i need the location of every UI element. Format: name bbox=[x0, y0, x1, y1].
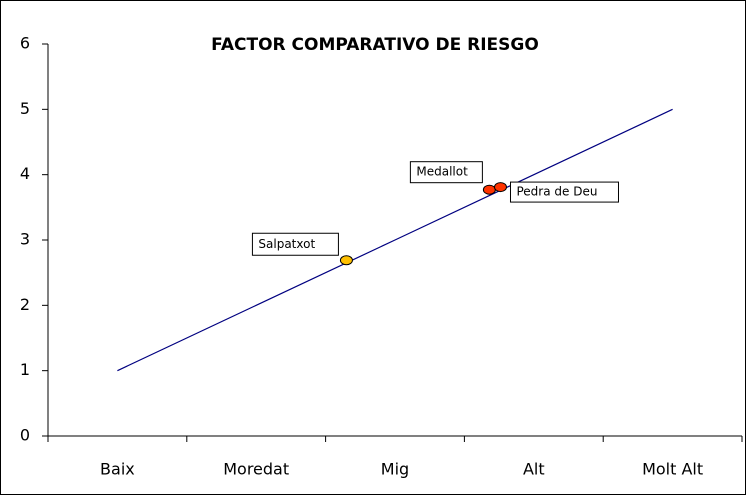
x-tick-label: Alt bbox=[523, 460, 545, 479]
label-box bbox=[251, 232, 339, 256]
label-box bbox=[409, 161, 483, 184]
x-tick-label: Baix bbox=[100, 460, 135, 479]
point-label: Salpatxot bbox=[258, 237, 315, 251]
y-tick-label: 5 bbox=[20, 99, 30, 118]
x-tick-label: Moredat bbox=[223, 460, 289, 479]
y-tick-label: 4 bbox=[20, 164, 30, 183]
point bbox=[482, 184, 496, 195]
chart-title: FACTOR COMPARATIVO DE RIESGO bbox=[211, 35, 539, 55]
point bbox=[339, 255, 353, 266]
x-tick-label: Mig bbox=[381, 460, 409, 479]
line-series bbox=[117, 108, 673, 372]
point bbox=[493, 182, 507, 193]
y-tick-label: 2 bbox=[20, 295, 30, 314]
y-tick-label: 3 bbox=[20, 230, 30, 249]
point-label: Pedra de Deu bbox=[516, 185, 597, 199]
point-label: Medallot bbox=[416, 165, 468, 179]
y-tick-label: 0 bbox=[20, 426, 30, 445]
x-tick-label: Molt Alt bbox=[642, 460, 703, 479]
y-tick-label: 6 bbox=[20, 34, 30, 53]
label-box bbox=[509, 181, 619, 203]
y-tick-label: 1 bbox=[20, 360, 30, 379]
